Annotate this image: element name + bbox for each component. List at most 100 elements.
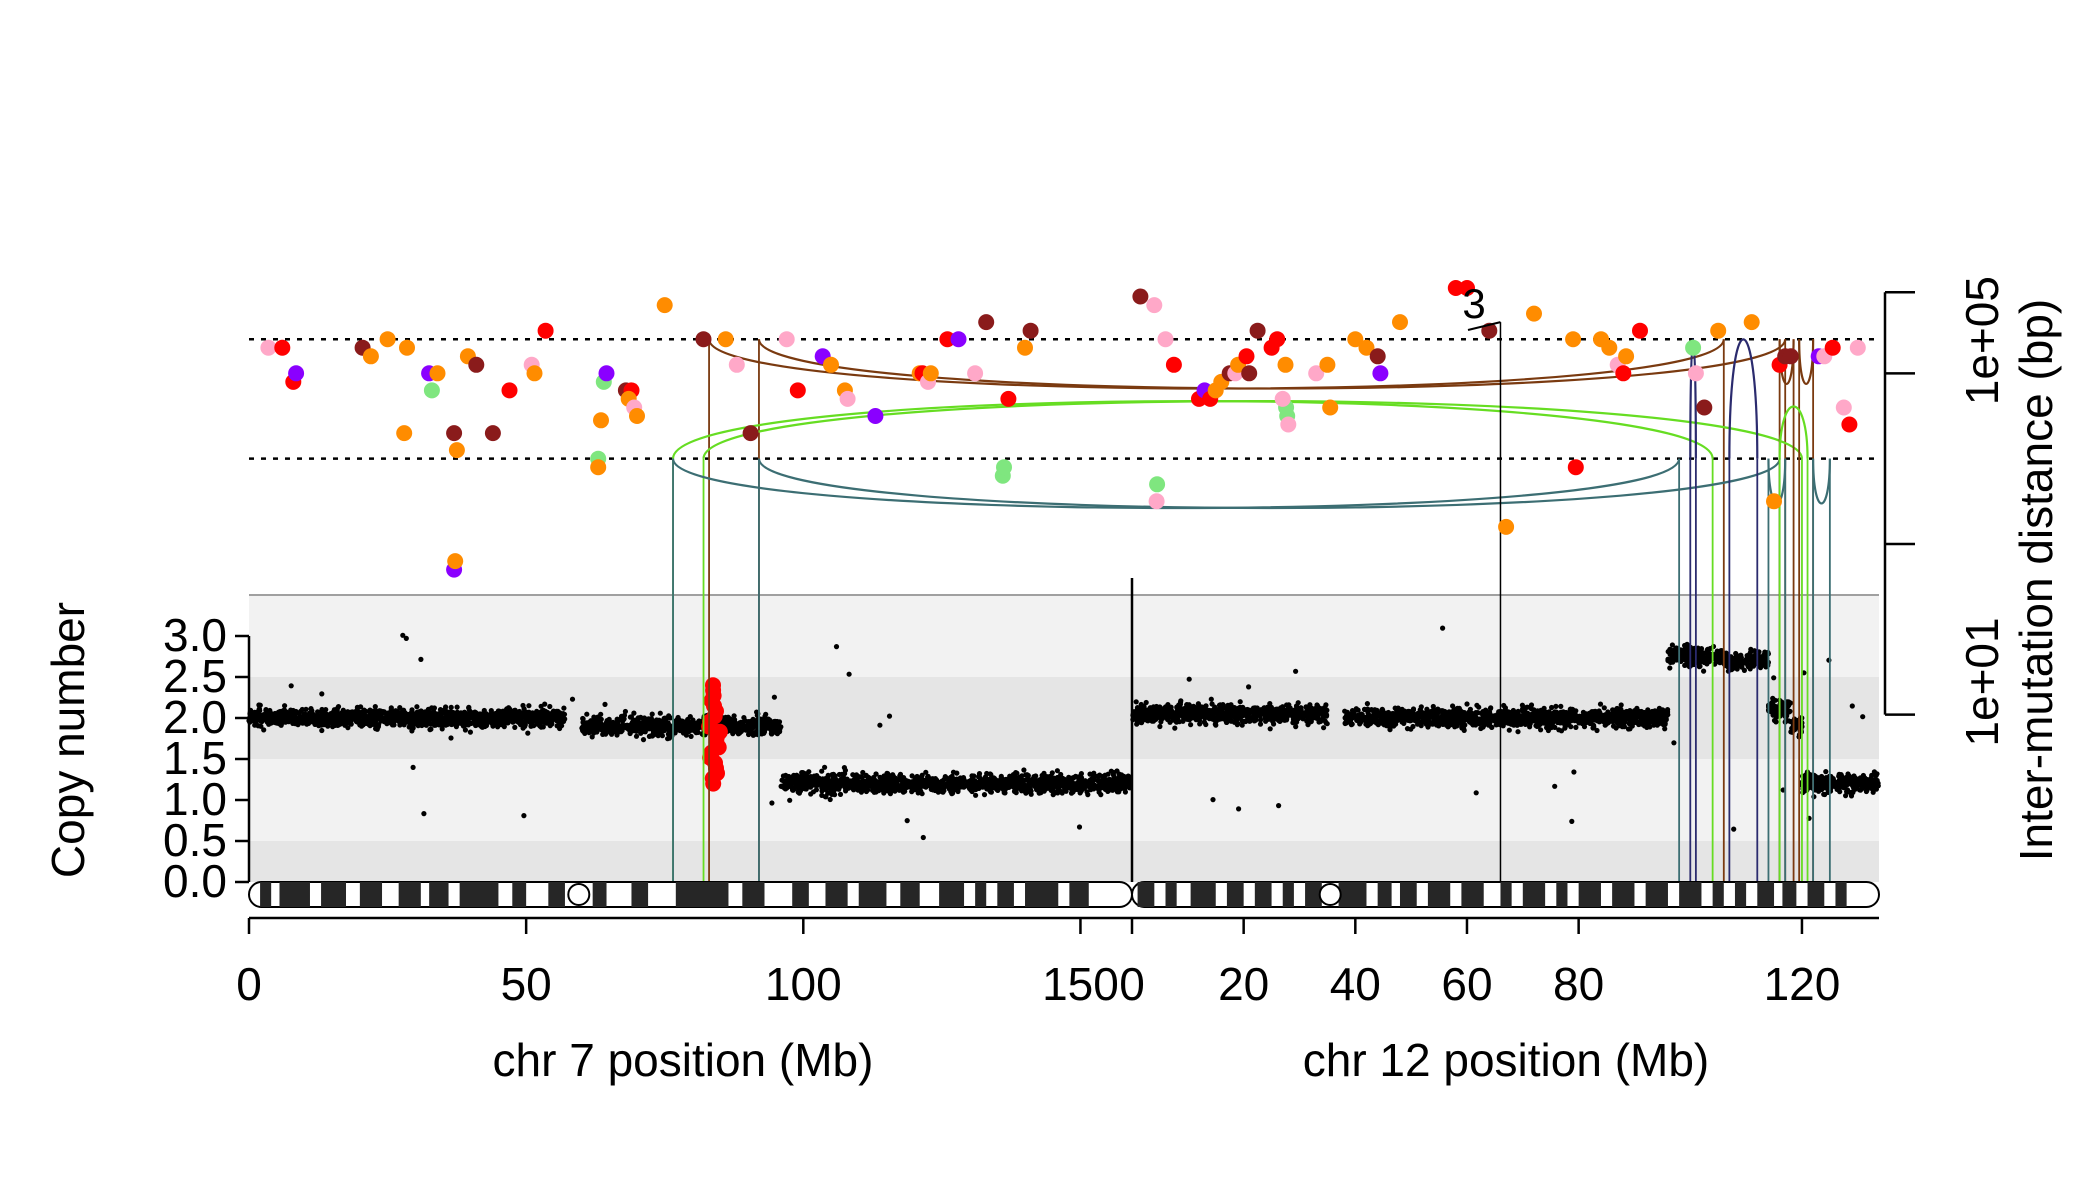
copy-number-point — [1293, 724, 1299, 730]
copy-number-point — [1021, 788, 1027, 794]
copy-number-point — [388, 705, 394, 711]
copy-number-point — [591, 716, 597, 723]
copy-number-point — [1257, 717, 1264, 723]
copy-number-point — [811, 780, 817, 786]
copy-number-point — [555, 708, 561, 715]
copy-number-point — [1028, 777, 1034, 783]
copy-number-point — [1647, 724, 1653, 730]
copy-number-point — [813, 787, 820, 793]
copy-number-point — [1102, 786, 1108, 793]
copy-number-point — [984, 779, 990, 785]
copy-number-point — [1038, 790, 1044, 796]
copy-number-point — [1216, 706, 1222, 712]
copy-number-point — [1220, 714, 1226, 721]
copy-number-point — [616, 729, 623, 735]
copy-number-point — [440, 708, 446, 714]
copy-number-point — [736, 725, 743, 731]
copy-number-point — [1117, 782, 1123, 788]
copy-number-point — [359, 723, 365, 729]
copy-number-point — [427, 713, 433, 719]
copy-number-point — [667, 722, 673, 728]
copy-number-point — [315, 709, 321, 715]
copy-number-point — [284, 717, 290, 723]
copy-number-point — [1184, 702, 1190, 708]
copy-number-point — [519, 714, 525, 720]
copy-number-point — [295, 722, 301, 728]
copy-number-point — [803, 784, 809, 790]
copy-number-point — [1105, 771, 1111, 777]
copy-number-point — [943, 775, 949, 781]
copy-number-point — [1172, 725, 1178, 731]
copy-number-point — [685, 716, 691, 723]
cn-band — [249, 595, 1879, 677]
copy-number-point — [827, 796, 833, 803]
copy-number-point — [580, 715, 586, 722]
copy-number-point — [1121, 773, 1127, 779]
copy-number-point — [690, 725, 696, 732]
copy-number-point — [841, 765, 848, 771]
copy-number-point — [1078, 771, 1084, 777]
copy-number-point — [504, 716, 510, 722]
copy-number-point — [695, 724, 701, 730]
copy-number-point — [548, 712, 555, 718]
copy-number-point — [629, 719, 636, 725]
copy-number-point — [1233, 711, 1239, 717]
copy-number-point — [1049, 770, 1055, 776]
copy-number-point — [597, 716, 603, 722]
copy-number-point — [1134, 705, 1141, 711]
copy-number-point — [488, 708, 494, 714]
copy-number-point — [1081, 784, 1087, 790]
copy-number-point — [406, 711, 412, 718]
copy-number-point — [275, 709, 282, 715]
copy-number-point — [423, 722, 429, 728]
copy-number-point — [1293, 707, 1299, 713]
copy-number-point — [386, 716, 392, 722]
copy-number-point — [1279, 713, 1285, 720]
copy-number-point — [732, 728, 739, 734]
copy-number-point — [873, 771, 879, 777]
copy-number-point — [823, 786, 829, 792]
copy-number-point — [303, 706, 309, 712]
copy-number-point — [1246, 714, 1252, 720]
copy-number-point — [927, 777, 933, 784]
copy-number-point — [600, 731, 606, 738]
copy-number-point — [281, 707, 287, 713]
copy-number-point — [1107, 779, 1113, 786]
copy-number-point — [519, 710, 525, 716]
copy-number-point — [282, 703, 288, 709]
copy-number-point — [1068, 790, 1075, 796]
copy-number-point — [1021, 767, 1027, 773]
copy-number-point — [1293, 712, 1300, 718]
cn-band — [249, 841, 1879, 882]
copy-number-point — [1000, 777, 1007, 783]
copy-number-point — [892, 787, 898, 793]
copy-number-point — [817, 777, 824, 783]
copy-number-point — [547, 703, 553, 710]
copy-number-point — [658, 719, 664, 726]
copy-number-point — [776, 725, 782, 731]
copy-number-point — [1095, 783, 1101, 790]
copy-number-point — [472, 709, 478, 715]
copy-number-point — [443, 704, 449, 710]
copy-number-point — [1036, 784, 1042, 790]
copy-number-point — [800, 770, 806, 776]
copy-number-point — [401, 722, 407, 728]
copy-number-point — [1251, 718, 1257, 724]
copy-number-point — [295, 716, 301, 723]
copy-number-point — [1002, 783, 1008, 789]
copy-number-point — [789, 787, 796, 793]
copy-number-point — [1665, 707, 1671, 713]
copy-number-point — [1085, 792, 1091, 798]
copy-number-point — [744, 719, 751, 725]
copy-number-point — [316, 723, 322, 729]
copy-number-point — [1143, 699, 1149, 706]
copy-number-point — [264, 719, 270, 725]
copy-number-point — [1229, 718, 1235, 724]
copy-number-point — [1257, 712, 1263, 719]
copy-number-point — [662, 715, 668, 721]
copy-number-point — [436, 722, 442, 728]
copy-number-point — [935, 780, 941, 786]
copy-number-point — [261, 727, 267, 733]
copy-number-point — [1303, 709, 1309, 716]
copy-number-point — [844, 782, 850, 788]
